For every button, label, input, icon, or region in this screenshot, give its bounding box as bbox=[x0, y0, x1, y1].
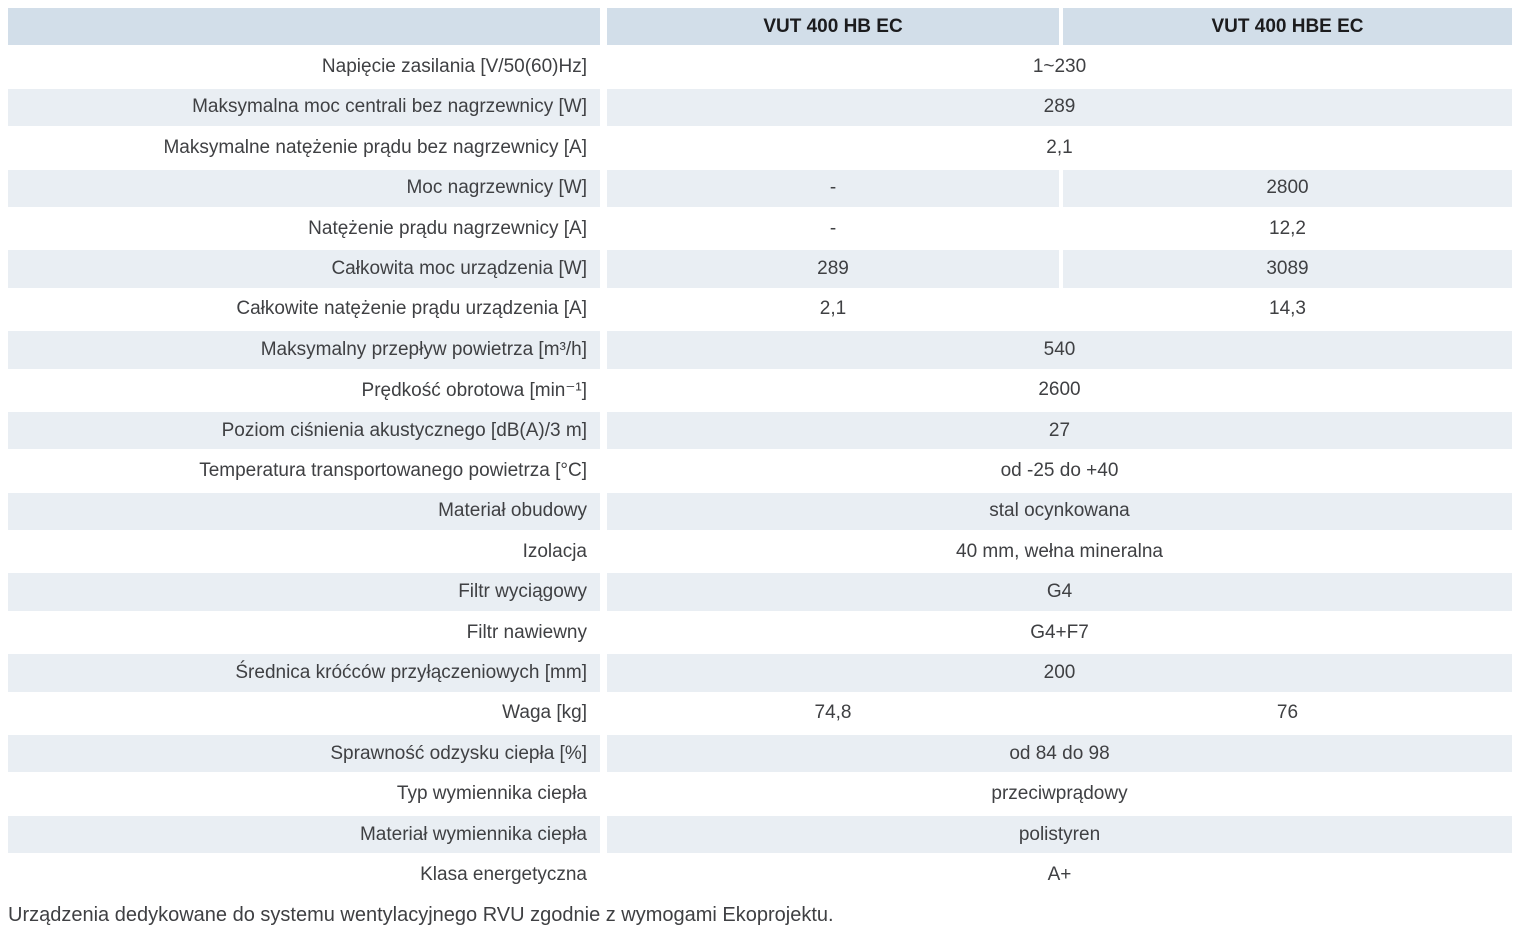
spec-table: VUT 400 HB EC VUT 400 HBE EC Napięcie za… bbox=[8, 5, 1512, 897]
merged-value-cell: od 84 do 98 bbox=[607, 735, 1512, 773]
merged-value-cell: 289 bbox=[607, 88, 1512, 127]
row-label: Napięcie zasilania [V/50(60)Hz] bbox=[8, 48, 607, 86]
row-label: Filtr wyciągowy bbox=[8, 573, 607, 611]
merged-value-cell: 200 bbox=[607, 654, 1512, 692]
row-label: Średnica króćców przyłączeniowych [mm] bbox=[8, 654, 607, 692]
table-row: Maksymalna moc centrali bez nagrzewnicy … bbox=[8, 88, 1512, 127]
row-label: Temperatura transportowanego powietrza [… bbox=[8, 452, 607, 490]
table-header-row: VUT 400 HB EC VUT 400 HBE EC bbox=[8, 8, 1512, 46]
row-label: Typ wymiennika ciepła bbox=[8, 775, 607, 813]
merged-value-cell: G4 bbox=[607, 573, 1512, 611]
column-header-vut-400-hbe-ec: VUT 400 HBE EC bbox=[1063, 8, 1512, 46]
table-row: Całkowite natężenie prądu urządzenia [A]… bbox=[8, 290, 1512, 329]
table-row: Klasa energetyczna A+ bbox=[8, 856, 1512, 894]
row-label: Maksymalna moc centrali bez nagrzewnicy … bbox=[8, 88, 607, 127]
row-label: Natężenie prądu nagrzewnicy [A] bbox=[8, 209, 607, 248]
corner-cell bbox=[8, 8, 607, 46]
table-row: Typ wymiennika ciepła przeciwprądowy bbox=[8, 775, 1512, 813]
table-row: Maksymalne natężenie prądu bez nagrzewni… bbox=[8, 129, 1512, 167]
table-row: Poziom ciśnienia akustycznego [dB(A)/3 m… bbox=[8, 411, 1512, 450]
merged-value-cell: 2,1 bbox=[607, 129, 1512, 167]
row-label: Sprawność odzysku ciepła [%] bbox=[8, 735, 607, 773]
table-row: Filtr wyciągowy G4 bbox=[8, 573, 1512, 611]
row-label: Filtr nawiewny bbox=[8, 613, 607, 652]
table-row: Waga [kg] 74,8 76 bbox=[8, 694, 1512, 733]
row-label: Poziom ciśnienia akustycznego [dB(A)/3 m… bbox=[8, 411, 607, 450]
merged-value-cell: 2600 bbox=[607, 371, 1512, 409]
row-label: Materiał obudowy bbox=[8, 492, 607, 531]
row-label: Całkowita moc urządzenia [W] bbox=[8, 250, 607, 288]
value-cell-hbe-ec: 3089 bbox=[1063, 250, 1512, 288]
column-header-vut-400-hb-ec: VUT 400 HB EC bbox=[607, 8, 1063, 46]
row-label: Materiał wymiennika ciepła bbox=[8, 815, 607, 854]
value-cell-hbe-ec: 14,3 bbox=[1063, 290, 1512, 329]
row-label: Maksymalne natężenie prądu bez nagrzewni… bbox=[8, 129, 607, 167]
merged-value-cell: 540 bbox=[607, 331, 1512, 369]
table-row: Całkowita moc urządzenia [W] 289 3089 bbox=[8, 250, 1512, 288]
merged-value-cell: G4+F7 bbox=[607, 613, 1512, 652]
table-row: Napięcie zasilania [V/50(60)Hz] 1~230 bbox=[8, 48, 1512, 86]
merged-value-cell: stal ocynkowana bbox=[607, 492, 1512, 531]
table-row: Prędkość obrotowa [min⁻¹] 2600 bbox=[8, 371, 1512, 409]
table-row: Średnica króćców przyłączeniowych [mm] 20… bbox=[8, 654, 1512, 692]
row-label: Moc nagrzewnicy [W] bbox=[8, 169, 607, 207]
table-row: Temperatura transportowanego powietrza [… bbox=[8, 452, 1512, 490]
table-row: Moc nagrzewnicy [W] -2800 bbox=[8, 169, 1512, 207]
value-cell-hb-ec: - bbox=[607, 209, 1063, 248]
table-row: Natężenie prądu nagrzewnicy [A] -12,2 bbox=[8, 209, 1512, 248]
merged-value-cell: 40 mm, wełna mineralna bbox=[607, 533, 1512, 571]
table-row: Maksymalny przepływ powietrza [m³/h] 540 bbox=[8, 331, 1512, 369]
table-row: Sprawność odzysku ciepła [%] od 84 do 98 bbox=[8, 735, 1512, 773]
merged-value-cell: 27 bbox=[607, 411, 1512, 450]
merged-value-cell: od -25 do +40 bbox=[607, 452, 1512, 490]
row-label: Waga [kg] bbox=[8, 694, 607, 733]
value-cell-hbe-ec: 12,2 bbox=[1063, 209, 1512, 248]
merged-value-cell: polistyren bbox=[607, 815, 1512, 854]
footnote: Urządzenia dedykowane do systemu wentyla… bbox=[8, 903, 834, 926]
table-row: Izolacja 40 mm, wełna mineralna bbox=[8, 533, 1512, 571]
row-label: Klasa energetyczna bbox=[8, 856, 607, 894]
table-row: Materiał wymiennika ciepła polistyren bbox=[8, 815, 1512, 854]
value-cell-hb-ec: 2,1 bbox=[607, 290, 1063, 329]
row-label: Maksymalny przepływ powietrza [m³/h] bbox=[8, 331, 607, 369]
table-row: Materiał obudowy stal ocynkowana bbox=[8, 492, 1512, 531]
merged-value-cell: 1~230 bbox=[607, 48, 1512, 86]
value-cell-hbe-ec: 2800 bbox=[1063, 169, 1512, 207]
value-cell-hb-ec: 74,8 bbox=[607, 694, 1063, 733]
row-label: Izolacja bbox=[8, 533, 607, 571]
table-row: Filtr nawiewny G4+F7 bbox=[8, 613, 1512, 652]
value-cell-hb-ec: 289 bbox=[607, 250, 1063, 288]
merged-value-cell: przeciwprądowy bbox=[607, 775, 1512, 813]
merged-value-cell: A+ bbox=[607, 856, 1512, 894]
value-cell-hb-ec: - bbox=[607, 169, 1063, 207]
row-label: Prędkość obrotowa [min⁻¹] bbox=[8, 371, 607, 409]
row-label: Całkowite natężenie prądu urządzenia [A] bbox=[8, 290, 607, 329]
value-cell-hbe-ec: 76 bbox=[1063, 694, 1512, 733]
